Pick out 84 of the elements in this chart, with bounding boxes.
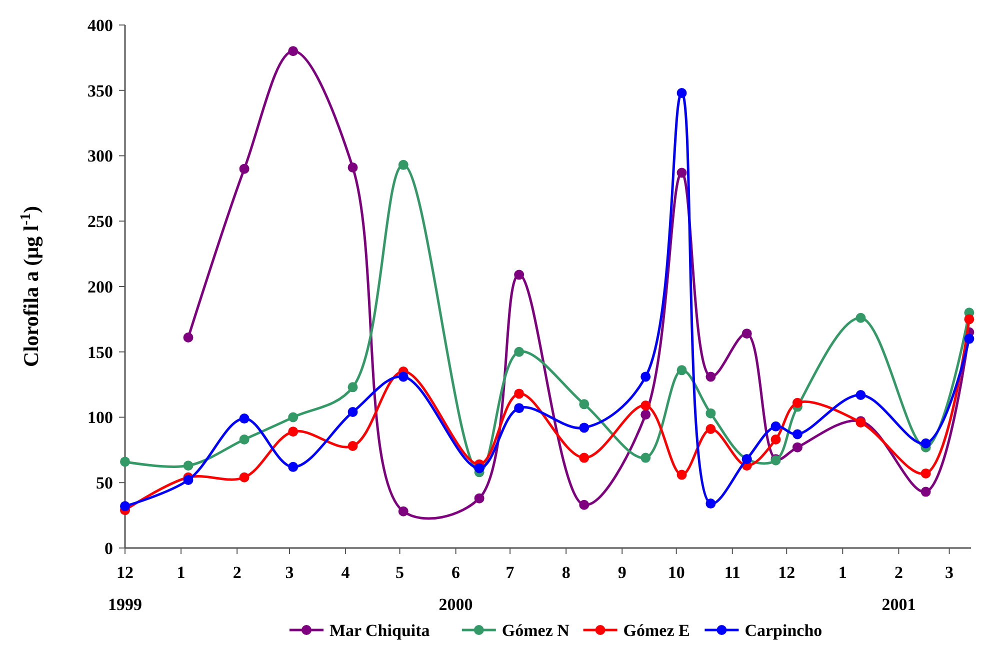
point — [288, 412, 298, 422]
point — [183, 475, 194, 486]
point — [706, 498, 716, 509]
point — [792, 442, 802, 452]
point — [640, 400, 651, 410]
point — [239, 434, 250, 444]
legend-label: Carpincho — [744, 621, 822, 640]
y-tick-label: 250 — [88, 212, 113, 232]
x-tick-label: 7 — [506, 563, 515, 582]
y-tick-label: 0 — [104, 538, 113, 558]
legend-label: Gómez N — [502, 621, 570, 640]
point — [920, 468, 931, 478]
point — [398, 506, 408, 516]
x-tick-label: 3 — [285, 563, 294, 582]
x-tick-label: 6 2000 — [438, 563, 473, 614]
point — [183, 460, 194, 471]
point — [288, 462, 298, 472]
point — [920, 438, 931, 448]
point — [792, 398, 802, 408]
y-tick-label: 200 — [88, 277, 113, 296]
legend-label: Gómez E — [623, 621, 690, 640]
point — [770, 421, 781, 432]
point — [239, 414, 250, 424]
point — [706, 408, 716, 418]
y-tick-label: 150 — [88, 342, 113, 362]
point — [348, 382, 358, 392]
point — [514, 346, 524, 357]
x-tick-label: 1 — [176, 563, 186, 582]
point — [676, 88, 687, 98]
x-tick-label: 8 — [562, 563, 570, 582]
y-tick-label: 400 — [88, 16, 113, 35]
point — [640, 372, 651, 382]
point — [239, 164, 250, 174]
point — [640, 410, 651, 420]
point — [514, 403, 524, 414]
point — [239, 472, 250, 482]
x-tick-label: 2 2001 — [882, 563, 916, 614]
point — [676, 168, 687, 178]
point — [770, 434, 781, 444]
x-tick-label: 10 — [668, 563, 685, 582]
point — [398, 160, 408, 170]
y-tick-label: 350 — [88, 81, 113, 100]
x-tick-label: 9 — [618, 563, 626, 582]
x-tick-label: 12 1999 — [108, 563, 142, 614]
x-tick-label: 3 — [945, 563, 954, 582]
point — [640, 452, 651, 463]
point — [706, 424, 716, 434]
point — [676, 365, 687, 376]
y-tick-label: 300 — [88, 146, 113, 166]
y-tick-label: 100 — [88, 408, 113, 428]
point — [920, 486, 931, 497]
point — [288, 46, 298, 56]
point — [398, 372, 408, 382]
x-tick-label: 1 — [838, 563, 847, 582]
point — [964, 314, 974, 324]
point — [348, 162, 358, 173]
point — [348, 441, 358, 452]
legend-label: Mar Chiquita — [330, 621, 430, 640]
y-tick-label: 50 — [96, 474, 113, 493]
point — [706, 372, 716, 382]
point — [792, 429, 802, 440]
point — [742, 328, 752, 339]
point — [348, 407, 358, 418]
x-tick-label: 12 — [778, 563, 796, 582]
x-tick-label: 2 — [232, 563, 242, 582]
point — [120, 501, 130, 512]
x-tick-label: 11 — [724, 563, 740, 582]
point — [514, 270, 524, 280]
x-tick-label: 4 — [341, 563, 350, 582]
point — [579, 452, 590, 463]
point — [579, 422, 590, 433]
point — [474, 463, 484, 474]
point — [856, 312, 866, 323]
point — [120, 456, 130, 467]
point — [288, 426, 298, 437]
point — [579, 399, 590, 410]
point — [579, 500, 590, 510]
point — [514, 388, 524, 399]
point — [183, 332, 194, 342]
point — [856, 390, 866, 400]
point — [474, 493, 484, 504]
point — [964, 334, 974, 344]
point — [676, 470, 687, 480]
x-tick-label: 5 — [396, 563, 404, 582]
